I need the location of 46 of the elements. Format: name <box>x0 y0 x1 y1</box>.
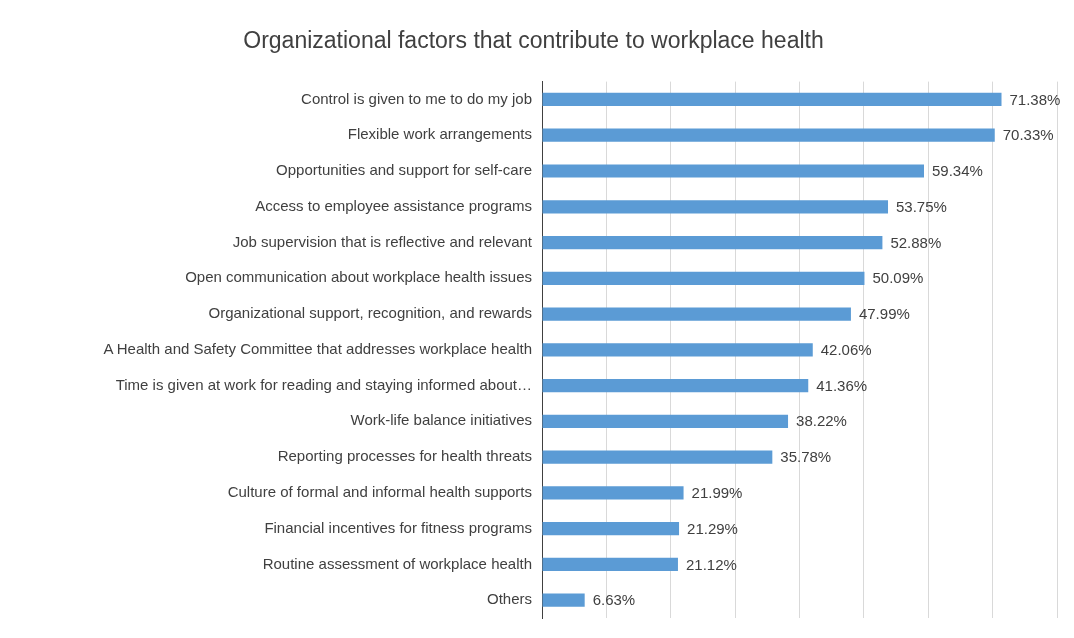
y-tick-label: Control is given to me to do my job <box>301 89 532 107</box>
data-label: 50.09% <box>872 269 924 287</box>
data-label: 52.88% <box>890 233 942 251</box>
y-tick-label: Reporting processes for health threats <box>277 447 532 465</box>
chart-title: Organizational factors that contribute to workplace health <box>243 27 824 54</box>
data-label: 35.78% <box>780 448 832 466</box>
y-tick-label: Financial incentives for fitness programs <box>264 518 532 536</box>
y-tick-label: A Health and Safety Committee that addresses workplace health <box>103 339 532 357</box>
bar <box>542 593 585 607</box>
data-label: 38.22% <box>796 412 847 430</box>
y-tick-label: Job supervision that is reflective and relevant <box>232 232 533 250</box>
y-tick-label: Time is given at work for reading and staying informed about… <box>115 375 532 393</box>
data-label: 47.99% <box>858 305 910 323</box>
data-label: 21.99% <box>691 483 743 501</box>
data-label: 70.33% <box>1002 126 1054 144</box>
bar <box>542 235 883 250</box>
bar <box>542 414 789 428</box>
data-label: 71.38% <box>1009 90 1061 108</box>
bar <box>542 307 851 321</box>
data-label: 21.12% <box>685 555 737 573</box>
y-tick-label: Opportunities and support for self-care <box>276 161 532 179</box>
bar <box>542 200 889 214</box>
y-tick-label: Organizational support, recognition, and rewards <box>208 304 532 322</box>
data-label: 41.36% <box>816 376 868 394</box>
bar <box>542 92 1002 107</box>
bar <box>542 450 773 464</box>
bar <box>542 486 684 500</box>
data-label: 42.06% <box>820 340 872 358</box>
data-label: 53.75% <box>896 197 947 215</box>
bar <box>542 164 924 178</box>
bar <box>542 557 678 571</box>
y-tick-label: Work-life balance initiatives <box>350 411 532 429</box>
data-label: 6.63% <box>592 591 636 609</box>
y-tick-label: Flexible work arrangements <box>347 125 532 143</box>
y-tick-label: Access to employee assistance programs <box>255 196 532 214</box>
bar <box>542 271 865 285</box>
y-tick-label: Culture of formal and informal health supports <box>227 482 532 500</box>
data-label: 21.29% <box>687 519 738 537</box>
data-label: 59.34% <box>932 162 983 180</box>
bar <box>542 521 680 536</box>
y-tick-label: Others <box>486 590 532 608</box>
y-tick-label: Open communication about workplace health issues <box>185 268 532 286</box>
bar <box>542 378 809 393</box>
bar <box>542 343 813 357</box>
y-tick-label: Routine assessment of workplace health <box>262 554 532 572</box>
bar <box>542 128 995 142</box>
